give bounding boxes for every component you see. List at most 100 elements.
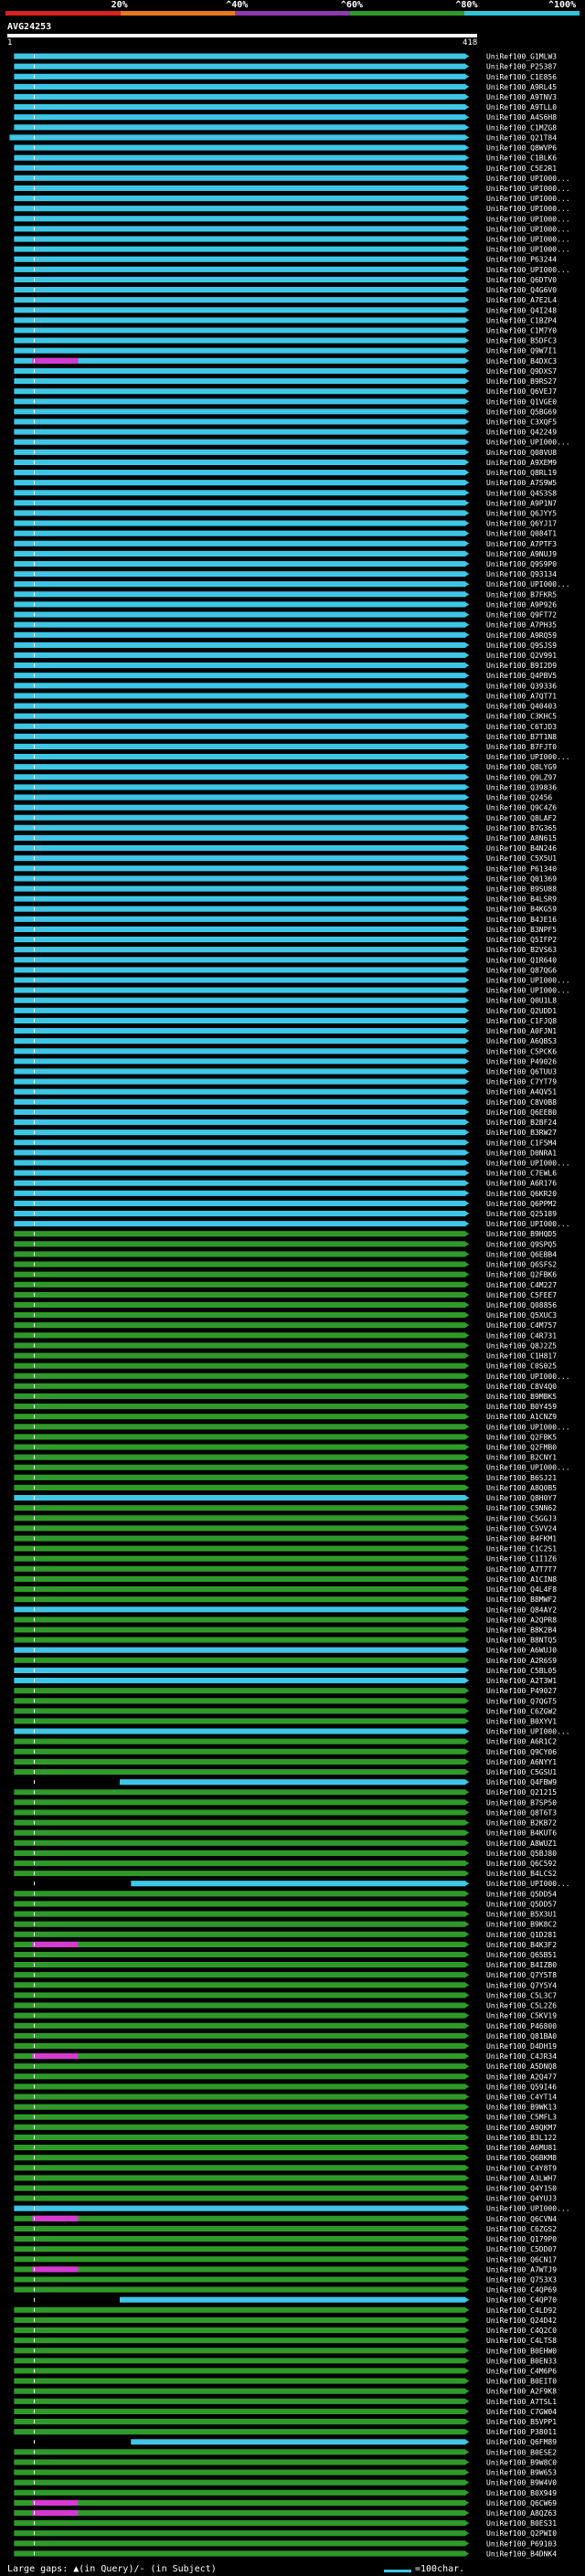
- hit-row[interactable]: UniRef100_A7PH35: [14, 621, 557, 630]
- hit-row[interactable]: UniRef100_Q6EEB0: [14, 1108, 557, 1117]
- hit-row[interactable]: UniRef100_A6MU81: [14, 2144, 557, 2152]
- hit-row[interactable]: UniRef100_B9SU88: [14, 885, 557, 894]
- hit-row[interactable]: UniRef100_Q5IFP2: [14, 936, 557, 944]
- hit-row[interactable]: UniRef100_Q4G6V0: [14, 286, 557, 294]
- hit-row[interactable]: UniRef100_Q08VU8: [14, 449, 557, 457]
- hit-row[interactable]: UniRef100_A8Q0B5: [14, 1484, 557, 1492]
- hit-row[interactable]: UniRef100_C4LTS8: [14, 2337, 557, 2345]
- hit-row[interactable]: UniRef100_Q9S9P0: [14, 560, 557, 568]
- hit-row[interactable]: UniRef100_A9RL45: [14, 83, 557, 91]
- hit-row[interactable]: UniRef100_Q6VEJ7: [14, 387, 557, 396]
- hit-row[interactable]: UniRef100_C5L3C7: [14, 1991, 557, 1999]
- hit-row[interactable]: UniRef100_P69103: [14, 2539, 557, 2548]
- hit-row[interactable]: UniRef100_Q5BJ80: [14, 1850, 557, 1858]
- hit-row[interactable]: UniRef100_Q5BG69: [14, 408, 557, 416]
- hit-row[interactable]: UniRef100_B9W8C0: [14, 2458, 557, 2466]
- hit-row[interactable]: UniRef100_B7SP50: [14, 1798, 557, 1807]
- hit-row[interactable]: UniRef100_A4QV51: [14, 1088, 557, 1097]
- hit-row[interactable]: UniRef100_C0S025: [14, 1362, 557, 1371]
- hit-row[interactable]: UniRef100_Q6SFS2: [14, 1261, 557, 1269]
- hit-row[interactable]: UniRef100_B4LCS2: [14, 1870, 557, 1878]
- hit-row[interactable]: UniRef100_A7TSL1: [14, 2398, 557, 2406]
- hit-row[interactable]: UniRef100_B4DNK4: [14, 2549, 557, 2558]
- hit-row[interactable]: UniRef100_Q39336: [14, 682, 557, 690]
- hit-row[interactable]: UniRef100_Q9CY06: [14, 1748, 557, 1756]
- hit-row[interactable]: UniRef100_B7FKR5: [14, 590, 557, 599]
- hit-row[interactable]: UniRef100_Q08856: [14, 1301, 557, 1309]
- hit-row[interactable]: UniRef100_C1F5M4: [14, 1139, 557, 1147]
- hit-row[interactable]: UniRef100_C4M757: [14, 1321, 557, 1330]
- hit-row[interactable]: UniRef100_B3NPF5: [14, 926, 557, 934]
- hit-row[interactable]: UniRef100_B3L122: [14, 2134, 557, 2142]
- hit-row[interactable]: UniRef100_P49026: [14, 1057, 557, 1065]
- hit-row[interactable]: UniRef100_C5L2Z6: [14, 2002, 557, 2010]
- hit-row[interactable]: UniRef100_A9QKM7: [14, 2124, 557, 2132]
- hit-row[interactable]: UniRef100_A8N615: [14, 834, 557, 843]
- hit-row[interactable]: UniRef100_B4KUT6: [14, 1829, 557, 1838]
- hit-row[interactable]: UniRef100_Q21T84: [9, 133, 557, 142]
- hit-row[interactable]: UniRef100_A2Q477: [14, 2072, 557, 2081]
- hit-row[interactable]: UniRef100_Q753X3: [14, 2275, 557, 2284]
- hit-row[interactable]: UniRef100_B0EIT0: [14, 2378, 557, 2386]
- hit-row[interactable]: UniRef100_B4FKM1: [14, 1535, 557, 1543]
- hit-row[interactable]: UniRef100_B8MWF2: [14, 1595, 557, 1604]
- hit-row[interactable]: UniRef100_Q2456: [14, 794, 552, 802]
- hit-row[interactable]: UniRef100_C7EWL6: [14, 1170, 557, 1178]
- hit-row[interactable]: UniRef100_A7S9W5: [14, 479, 557, 487]
- hit-row[interactable]: UniRef100_C5NN62: [14, 1504, 557, 1512]
- hit-row[interactable]: UniRef100_P38011: [14, 2428, 557, 2436]
- hit-row[interactable]: UniRef100_Q8H0Y7: [14, 1494, 557, 1502]
- hit-row[interactable]: UniRef100_Q7Y5T8: [14, 1971, 557, 1979]
- hit-row[interactable]: UniRef100_B4JE16: [14, 916, 557, 924]
- hit-row[interactable]: UniRef100_A9TLL0: [14, 103, 557, 111]
- hit-row[interactable]: UniRef100_Q9SPQ5: [14, 1240, 557, 1248]
- hit-row[interactable]: UniRef100_A9NUJ9: [14, 550, 557, 558]
- hit-row[interactable]: UniRef100_A0FJN1: [14, 1027, 557, 1035]
- hit-row[interactable]: UniRef100_P61340: [14, 864, 557, 873]
- hit-row[interactable]: UniRef100_Q6YJ17: [14, 520, 557, 528]
- hit-row[interactable]: UniRef100_B0Y459: [14, 1403, 557, 1411]
- hit-row[interactable]: UniRef100_B0EN33: [14, 2357, 557, 2365]
- hit-row[interactable]: UniRef100_Q8RL19: [14, 469, 557, 477]
- hit-row[interactable]: UniRef100_B5X3U1: [14, 1911, 557, 1919]
- hit-row[interactable]: UniRef100_C3XQF5: [14, 418, 557, 426]
- hit-row[interactable]: UniRef100_Q6EBB4: [14, 1250, 557, 1258]
- hit-row[interactable]: UniRef100_B9I2D9: [14, 662, 557, 670]
- hit-row[interactable]: UniRef100_Q81BA0: [14, 2032, 557, 2041]
- hit-row[interactable]: UniRef100_D0NRA1: [14, 1149, 557, 1157]
- hit-row[interactable]: UniRef100_B2BF24: [14, 1118, 557, 1127]
- hit-row[interactable]: UniRef100_Q9LZ97: [14, 773, 557, 781]
- hit-row[interactable]: UniRef100_Q21215: [14, 1788, 557, 1797]
- hit-row[interactable]: UniRef100_B7FJT0: [14, 743, 557, 751]
- hit-row[interactable]: UniRef100_A9TNV3: [14, 93, 557, 101]
- hit-row[interactable]: UniRef100_A2T3W1: [14, 1677, 557, 1685]
- hit-row[interactable]: UniRef100_C1BZP4: [14, 316, 557, 324]
- hit-row[interactable]: UniRef100_C8V0B8: [14, 1098, 557, 1107]
- hit-row[interactable]: UniRef100_B0ESE2: [14, 2448, 557, 2456]
- hit-row[interactable]: UniRef100_B0ES31: [14, 2519, 557, 2528]
- hit-row[interactable]: UniRef100_Q7Y5Y4: [14, 1981, 557, 1989]
- hit-row[interactable]: UniRef100_A7PTF3: [14, 540, 557, 548]
- hit-row[interactable]: UniRef100_Q9DXS7: [14, 367, 557, 376]
- hit-row[interactable]: UniRef100_A3LWH7: [14, 2174, 557, 2182]
- hit-row[interactable]: UniRef100_B9WK13: [14, 2104, 557, 2112]
- hit-row[interactable]: UniRef100_Q084T1: [14, 530, 557, 538]
- hit-row[interactable]: UniRef100_C1FJQ8: [14, 1017, 557, 1025]
- hit-row[interactable]: UniRef100_B9HQD5: [14, 1230, 557, 1238]
- hit-row[interactable]: UniRef100_Q1VGE0: [14, 398, 557, 406]
- hit-row[interactable]: UniRef100_B2VS63: [14, 946, 557, 954]
- hit-row[interactable]: UniRef100_UPI000...: [14, 185, 570, 193]
- hit-row[interactable]: UniRef100_Q93134: [14, 570, 557, 578]
- hit-row[interactable]: UniRef100_Q8LYG9: [14, 763, 557, 771]
- hit-row[interactable]: UniRef100_Q40403: [14, 703, 557, 711]
- hit-row[interactable]: UniRef100_A6WUJ0: [14, 1647, 557, 1655]
- hit-row[interactable]: UniRef100_Q4FBW9: [34, 1778, 558, 1786]
- hit-row[interactable]: UniRef100_B7G365: [14, 824, 557, 832]
- hit-row[interactable]: UniRef100_A2R6S9: [14, 1657, 557, 1665]
- hit-row[interactable]: UniRef100_UPI000...: [14, 215, 570, 223]
- hit-row[interactable]: UniRef100_Q39836: [14, 783, 557, 791]
- hit-row[interactable]: UniRef100_P46800: [14, 2022, 557, 2030]
- hit-row[interactable]: UniRef100_Q9FT72: [14, 611, 557, 620]
- hit-row[interactable]: UniRef100_B9MBK5: [14, 1393, 557, 1401]
- hit-row[interactable]: UniRef100_C1C2S1: [14, 1545, 557, 1553]
